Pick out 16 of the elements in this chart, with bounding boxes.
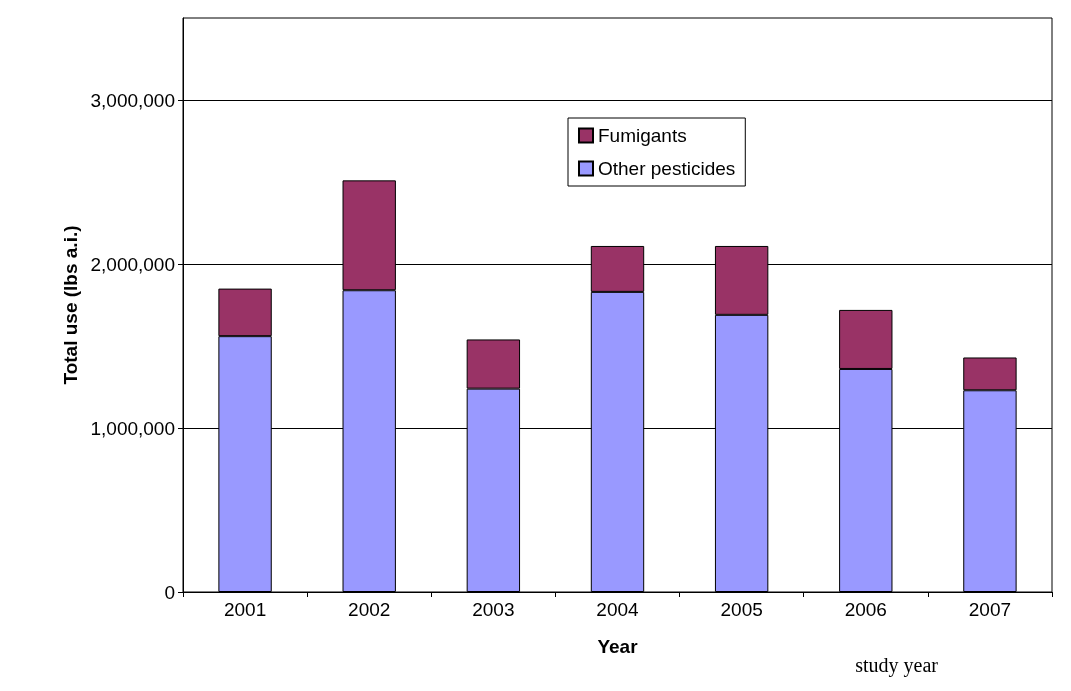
x-tick-label: 2001: [223, 599, 267, 620]
y-axis-title: Total use (lbs a.i.): [59, 225, 81, 385]
x-axis-title: Year: [597, 636, 639, 657]
x-tick-label: 2005: [720, 599, 763, 620]
y-tick-label: 3,000,000: [90, 89, 175, 111]
legend-label: Other pesticides: [598, 158, 736, 179]
x-tick-label: 2006: [844, 599, 887, 620]
y-tick-label: 1,000,000: [90, 417, 175, 439]
x-tick-label: 2004: [596, 599, 640, 620]
y-tick-label: 0: [164, 581, 175, 603]
y-tick-label: 2,000,000: [90, 253, 175, 275]
text: study year: [855, 654, 939, 677]
x-tick-label: 2007: [968, 599, 1012, 620]
legend-label: Fumigants: [598, 125, 687, 146]
x-tick-label: 2002: [348, 599, 391, 620]
x-tick-label: 2003: [472, 599, 515, 620]
